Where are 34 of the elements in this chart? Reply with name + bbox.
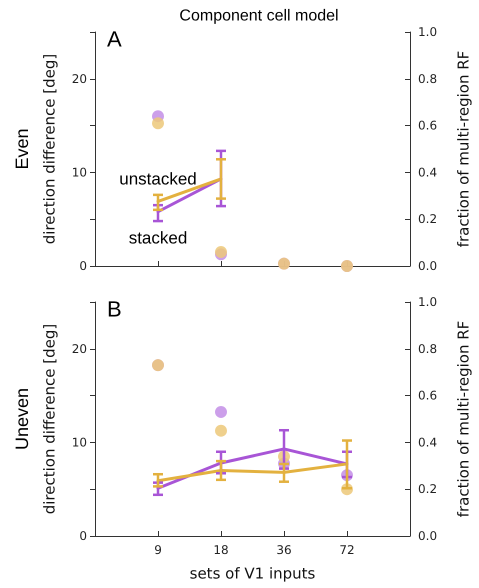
y2-tick-label: 0.8	[418, 72, 438, 86]
series-label: unstacked	[119, 169, 197, 188]
y-tick-label: 10	[72, 435, 87, 450]
y-tick-label: 10	[72, 165, 87, 180]
y-axis-title: direction difference [deg]	[40, 324, 58, 514]
y2-axis-title: fraction of multi-region RF	[454, 320, 472, 518]
y2-tick-label: 0.4	[418, 165, 438, 180]
y2-tick-label: 0.2	[418, 212, 438, 226]
y2-tick-label: 0.2	[418, 482, 438, 496]
x-tick-label: 18	[213, 543, 229, 557]
y-tick-label: 20	[72, 342, 87, 356]
y2-tick-label: 0.6	[418, 118, 438, 133]
y2-tick-label: 0.8	[418, 342, 438, 356]
series-label: stacked	[128, 228, 188, 248]
y-tick-label: 20	[72, 72, 87, 86]
x-tick-label: 72	[339, 543, 355, 557]
y-axis-title: direction difference [deg]	[40, 54, 58, 244]
y2-tick-label: 0.0	[418, 259, 438, 273]
y2-tick-label: 0.4	[418, 435, 438, 450]
text: Uneven	[12, 388, 32, 450]
y2-tick-label: 0.6	[418, 388, 438, 403]
x-axis-title: sets of V1 inputs	[190, 564, 316, 582]
y2-tick-label: 0.0	[418, 529, 438, 543]
y2-tick-label: 1.0	[418, 295, 438, 309]
y2-tick-label: 1.0	[418, 25, 438, 39]
y2-axis-title: fraction of multi-region RF	[454, 50, 472, 248]
y-tick-label: 0	[79, 259, 87, 273]
x-tick-label: 9	[154, 543, 162, 557]
y-tick-label: 0	[79, 529, 87, 543]
annotation: B	[107, 296, 122, 322]
x-tick-label: 36	[276, 543, 292, 557]
annotation: A	[107, 26, 122, 52]
chart-title: Component cell model	[179, 8, 339, 24]
text: Even	[12, 128, 32, 170]
